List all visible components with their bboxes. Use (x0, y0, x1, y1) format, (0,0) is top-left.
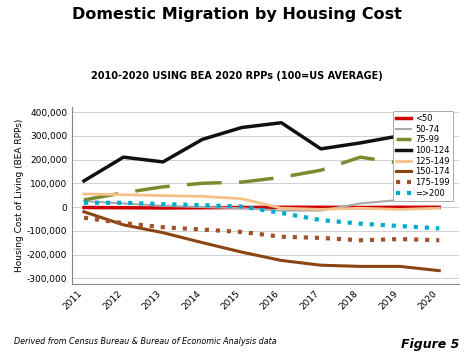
Legend: <50, 50-74, 75-99, 100-124, 125-149, 150-174, 175-199, =>200: <50, 50-74, 75-99, 100-124, 125-149, 150… (393, 111, 454, 201)
150-174 (318, 263, 324, 267)
100-124 (120, 155, 126, 159)
75-99 (81, 198, 87, 202)
50-74 (81, 199, 87, 203)
175-199 (120, 221, 126, 225)
Line: <50: <50 (84, 207, 439, 208)
125-149 (397, 207, 402, 212)
<50 (437, 205, 442, 209)
50-74 (200, 205, 205, 209)
100-124 (397, 134, 402, 138)
175-199 (200, 228, 205, 232)
100-124 (318, 147, 324, 151)
75-99 (318, 168, 324, 173)
175-199 (397, 237, 402, 241)
175-199 (239, 230, 245, 234)
100-124 (160, 160, 166, 164)
<50 (120, 206, 126, 210)
75-99 (357, 155, 363, 159)
125-149 (239, 197, 245, 201)
175-199 (318, 236, 324, 240)
150-174 (437, 268, 442, 273)
50-74 (318, 208, 324, 213)
75-99 (437, 156, 442, 160)
75-99 (279, 175, 284, 180)
=>200 (120, 201, 126, 205)
Text: Figure 5: Figure 5 (401, 338, 460, 351)
Line: 100-124: 100-124 (84, 123, 439, 181)
125-149 (81, 192, 87, 196)
75-99 (239, 180, 245, 184)
100-124 (437, 125, 442, 130)
100-124 (200, 137, 205, 142)
125-149 (200, 194, 205, 198)
175-199 (279, 235, 284, 239)
=>200 (81, 201, 87, 205)
125-149 (279, 206, 284, 211)
Line: 50-74: 50-74 (84, 199, 439, 211)
50-74 (120, 201, 126, 206)
175-199 (437, 238, 442, 242)
<50 (81, 206, 87, 210)
150-174 (239, 250, 245, 254)
Y-axis label: Housing Cost of Living (BEA RPPs): Housing Cost of Living (BEA RPPs) (15, 119, 24, 272)
125-149 (160, 193, 166, 198)
150-174 (357, 264, 363, 268)
75-99 (397, 161, 402, 165)
75-99 (120, 191, 126, 195)
150-174 (160, 230, 166, 235)
50-74 (397, 198, 402, 202)
=>200 (279, 211, 284, 215)
150-174 (120, 223, 126, 227)
=>200 (397, 224, 402, 228)
=>200 (437, 226, 442, 230)
150-174 (279, 258, 284, 263)
125-149 (437, 206, 442, 211)
100-124 (239, 125, 245, 130)
150-174 (397, 264, 402, 268)
100-124 (279, 121, 284, 125)
125-149 (357, 206, 363, 211)
50-74 (279, 208, 284, 213)
Text: 2010-2020 USING BEA 2020 RPPs (100=US AVERAGE): 2010-2020 USING BEA 2020 RPPs (100=US AV… (91, 71, 383, 81)
<50 (200, 206, 205, 210)
100-124 (357, 141, 363, 145)
Line: =>200: =>200 (84, 203, 439, 228)
175-199 (357, 238, 363, 242)
100-124 (81, 179, 87, 183)
Text: Derived from Census Bureau & Bureau of Economic Analysis data: Derived from Census Bureau & Bureau of E… (14, 337, 277, 346)
Line: 175-199: 175-199 (84, 218, 439, 240)
75-99 (200, 181, 205, 185)
<50 (279, 205, 284, 209)
50-74 (437, 197, 442, 201)
50-74 (239, 206, 245, 211)
175-199 (160, 225, 166, 229)
175-199 (81, 215, 87, 220)
<50 (160, 206, 166, 210)
=>200 (160, 202, 166, 206)
50-74 (357, 201, 363, 206)
150-174 (81, 210, 87, 214)
=>200 (318, 218, 324, 222)
=>200 (357, 222, 363, 226)
50-74 (160, 204, 166, 208)
Text: Domestic Migration by Housing Cost: Domestic Migration by Housing Cost (72, 7, 402, 22)
150-174 (200, 241, 205, 245)
<50 (239, 206, 245, 210)
=>200 (239, 204, 245, 209)
125-149 (120, 192, 126, 197)
<50 (318, 205, 324, 209)
<50 (397, 205, 402, 209)
Line: 125-149: 125-149 (84, 194, 439, 209)
Line: 75-99: 75-99 (84, 157, 439, 200)
125-149 (318, 207, 324, 212)
<50 (357, 206, 363, 210)
=>200 (200, 203, 205, 207)
Line: 150-174: 150-174 (84, 212, 439, 271)
75-99 (160, 185, 166, 189)
